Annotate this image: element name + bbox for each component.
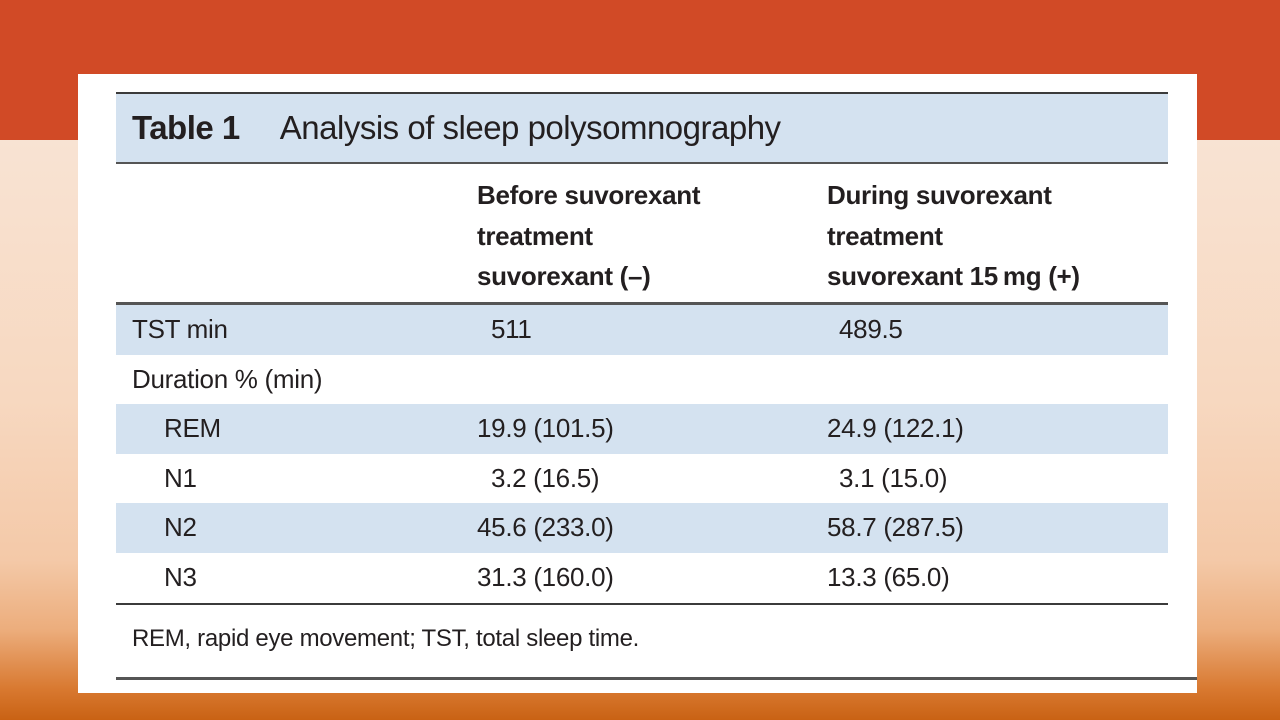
table-card: Table 1 Analysis of sleep polysomnograph… bbox=[78, 74, 1197, 693]
row-label: TST min bbox=[132, 314, 228, 345]
cell-during: 13.3 (65.0) bbox=[827, 561, 950, 592]
table-row-duration-header: Duration % (min) bbox=[116, 355, 1168, 405]
header-line: suvorexant 15 mg (+) bbox=[827, 261, 1080, 291]
footnote-end-rule bbox=[116, 677, 1197, 680]
column-header-label bbox=[116, 164, 477, 302]
header-line: During suvorexant bbox=[827, 180, 1052, 210]
cell-before: 31.3 (160.0) bbox=[477, 561, 614, 592]
table-number: Table 1 bbox=[132, 109, 240, 146]
table-row-n2: N2 45.6 (233.0) 58.7 (287.5) bbox=[116, 503, 1168, 553]
cell-during: 24.9 (122.1) bbox=[827, 413, 964, 444]
table-row-n3: N3 31.3 (160.0) 13.3 (65.0) bbox=[116, 553, 1168, 603]
row-label: Duration % (min) bbox=[132, 363, 323, 394]
header-line: treatment bbox=[827, 220, 943, 251]
row-label: N3 bbox=[164, 561, 197, 592]
row-label: N1 bbox=[164, 462, 197, 493]
cell-during: 58.7 (287.5) bbox=[827, 512, 964, 543]
cell-during: 489.5 bbox=[839, 314, 903, 345]
table-row-n1: N1 3.2 (16.5) 3.1 (15.0) bbox=[116, 454, 1168, 504]
cell-during: 3.1 (15.0) bbox=[839, 462, 948, 493]
header-line: treatment bbox=[477, 220, 593, 251]
header-line: suvorexant (–) bbox=[477, 261, 651, 291]
table-bottom-rule bbox=[116, 603, 1168, 605]
polysomnography-table: Table 1 Analysis of sleep polysomnograph… bbox=[116, 92, 1168, 673]
cell-before: 19.9 (101.5) bbox=[477, 413, 614, 444]
column-header-row: Before suvorexant treatment suvorexant (… bbox=[116, 164, 1168, 305]
row-label: REM bbox=[164, 413, 221, 444]
header-line: Before suvorexant bbox=[477, 180, 701, 210]
cell-before: 511 bbox=[491, 314, 532, 345]
cell-before: 45.6 (233.0) bbox=[477, 512, 614, 543]
column-header-before: Before suvorexant treatment suvorexant (… bbox=[477, 164, 827, 302]
table-title: Analysis of sleep polysomnography bbox=[279, 109, 781, 146]
table-row-tst: TST min 511 489.5 bbox=[116, 305, 1168, 355]
row-label: N2 bbox=[164, 512, 197, 543]
table-title-bar: Table 1 Analysis of sleep polysomnograph… bbox=[116, 92, 1168, 164]
cell-before: 3.2 (16.5) bbox=[491, 462, 600, 493]
table-row-rem: REM 19.9 (101.5) 24.9 (122.1) bbox=[116, 404, 1168, 454]
table-footnote: REM, rapid eye movement; TST, total slee… bbox=[132, 625, 639, 652]
column-header-during: During suvorexant treatment suvorexant 1… bbox=[827, 164, 1168, 302]
